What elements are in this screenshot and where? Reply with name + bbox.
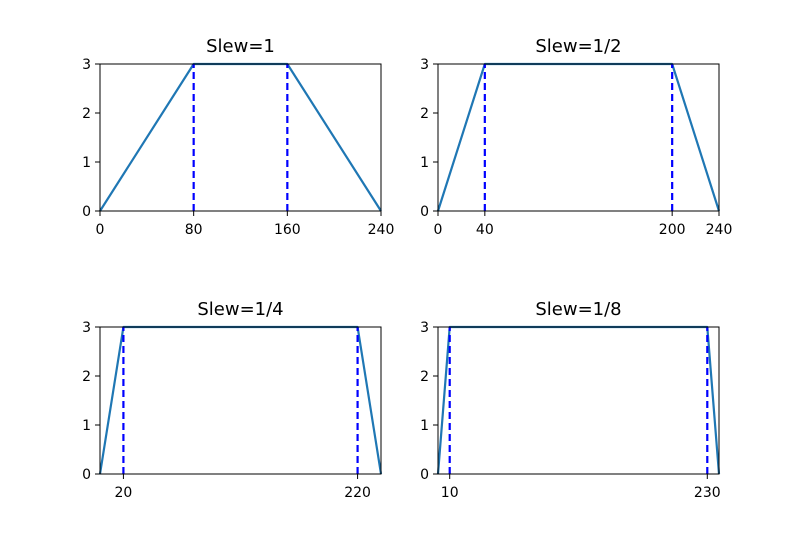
- y-tick-label: 0: [82, 467, 91, 483]
- subplot-title: Slew=1/8: [535, 299, 621, 320]
- y-tick-label: 0: [420, 467, 429, 483]
- x-tick-label: 230: [694, 485, 721, 501]
- subplot-title: Slew=1: [206, 36, 275, 57]
- axes-frame: [99, 326, 382, 475]
- x-tick-label: 240: [368, 222, 395, 238]
- x-tick-label: 0: [434, 222, 443, 238]
- y-tick-label: 0: [420, 204, 429, 220]
- y-tick-label: 3: [420, 57, 429, 73]
- subplot-1: Slew=1 0 80 160 240 0 1 2 3: [82, 36, 394, 238]
- y-tick-label: 3: [82, 320, 91, 336]
- y-tick-label: 3: [82, 57, 91, 73]
- x-tick-label: 10: [441, 485, 459, 501]
- x-tick-label: 220: [344, 485, 371, 501]
- subplot-title: Slew=1/4: [197, 299, 283, 320]
- y-tick-label: 3: [420, 320, 429, 336]
- subplot-3: Slew=1/4 20 220 0 1 2 3: [82, 299, 383, 501]
- subplot-2: Slew=1/2 0 40 200 240 0 1 2 3: [420, 36, 732, 238]
- axes-frame: [437, 63, 720, 212]
- subplot-title: Slew=1/2: [535, 36, 621, 57]
- x-tick-label: 240: [706, 222, 733, 238]
- axes-frame: [99, 63, 382, 212]
- y-tick-label: 2: [420, 369, 429, 385]
- y-tick-label: 1: [420, 418, 429, 434]
- y-tick-label: 1: [82, 418, 91, 434]
- y-tick-label: 2: [82, 369, 91, 385]
- y-tick-label: 0: [82, 204, 91, 220]
- x-tick-label: 20: [115, 485, 133, 501]
- y-tick-label: 1: [420, 155, 429, 171]
- x-tick-label: 40: [476, 222, 494, 238]
- y-tick-label: 2: [82, 106, 91, 122]
- y-tick-label: 1: [82, 155, 91, 171]
- subplot-4: Slew=1/8 10 230 0 1 2 3: [420, 299, 721, 501]
- x-tick-label: 200: [659, 222, 686, 238]
- x-tick-label: 80: [185, 222, 203, 238]
- x-tick-label: 0: [96, 222, 105, 238]
- x-tick-label: 160: [274, 222, 301, 238]
- y-tick-label: 2: [420, 106, 429, 122]
- axes-frame: [437, 326, 720, 475]
